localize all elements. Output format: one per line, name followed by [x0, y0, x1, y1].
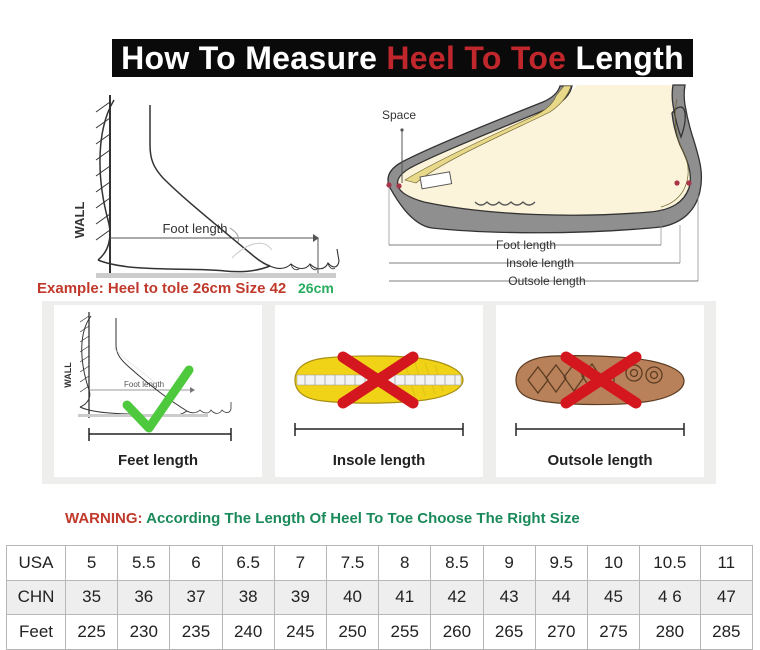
svg-text:Space: Space	[382, 108, 416, 122]
svg-text:Foot length: Foot length	[162, 221, 227, 236]
svg-text:WALL: WALL	[63, 362, 73, 388]
svg-text:Insole length: Insole length	[506, 256, 574, 270]
svg-text:WALL: WALL	[72, 202, 87, 239]
svg-text:Outsole length: Outsole length	[508, 274, 585, 288]
svg-text:Foot length: Foot length	[496, 238, 556, 252]
svg-text:Foot length: Foot length	[124, 380, 164, 389]
